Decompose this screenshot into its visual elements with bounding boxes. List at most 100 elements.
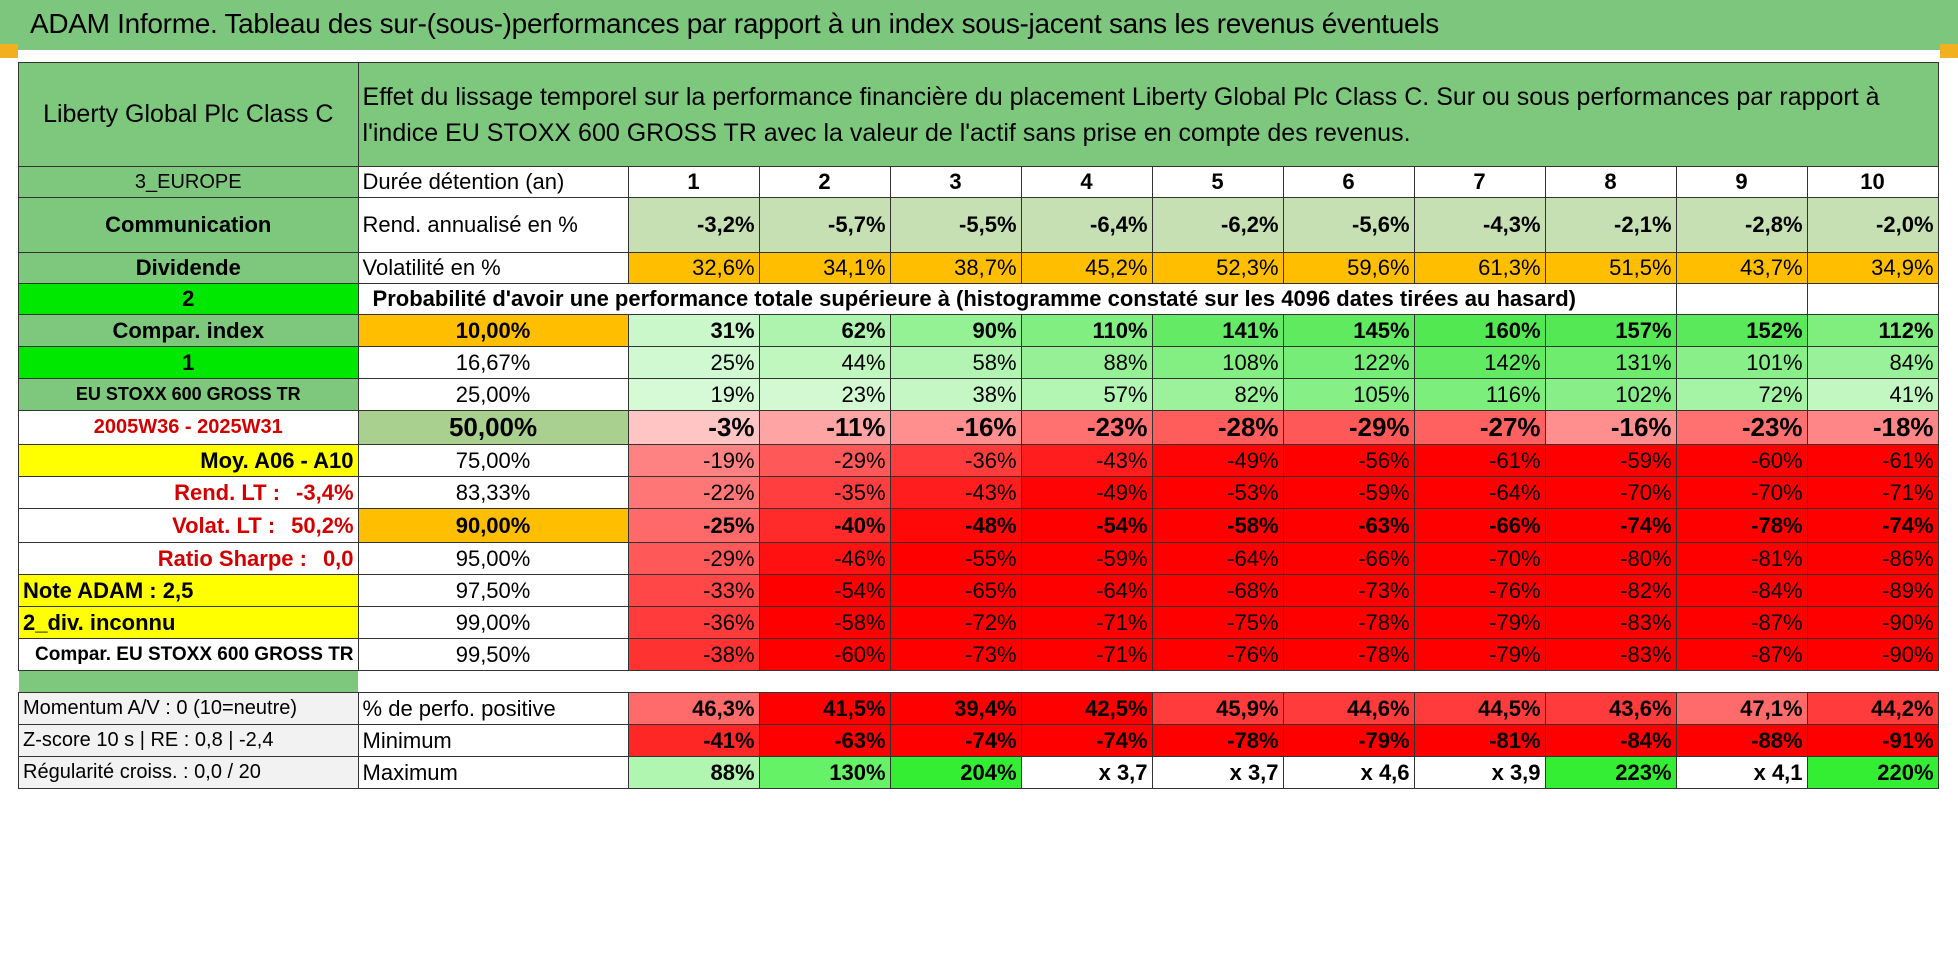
pos-label: % de perfo. positive: [357, 692, 629, 725]
percentile-cell: 110%: [1020, 314, 1153, 347]
percentile-cell: -23%: [1675, 410, 1808, 445]
metric-value: 0,0: [322, 545, 354, 571]
rend-cell: -3,2%: [627, 197, 760, 253]
vol-cell: 32,6%: [627, 252, 760, 284]
pos-cell: 44,6%: [1282, 692, 1415, 725]
moy-label: Moy. A06 - A10: [18, 444, 359, 477]
vol-cell: 59,6%: [1282, 252, 1415, 284]
year-header: 9: [1675, 166, 1808, 198]
rend-cell: -6,4%: [1020, 197, 1153, 253]
min-cell: -79%: [1282, 724, 1415, 757]
percentile-cell: -60%: [758, 638, 891, 671]
percentile-cell: 58%: [889, 346, 1022, 379]
percentile-cell: 102%: [1544, 378, 1677, 411]
percentile-cell: -70%: [1413, 542, 1546, 575]
max-cell: 88%: [627, 756, 760, 789]
vol-cell: 43,7%: [1675, 252, 1808, 284]
percentile-cell: -33%: [627, 574, 760, 607]
percentile-label: 10,00%: [357, 314, 629, 347]
rend-cell: -5,5%: [889, 197, 1022, 253]
percentile-cell: -49%: [1020, 476, 1153, 509]
separator: [18, 670, 359, 693]
dividende-label: Dividende: [18, 252, 359, 284]
spreadsheet: Liberty Global Plc Class C Effet du lissa…: [18, 62, 1940, 977]
percentile-label: 50,00%: [357, 410, 629, 445]
rank-two: 2: [18, 283, 359, 315]
rend-label: Rend. annualisé en %: [357, 197, 629, 253]
pos-cell: 46,3%: [627, 692, 760, 725]
pos-cell: 44,2%: [1806, 692, 1939, 725]
year-header: 6: [1282, 166, 1415, 198]
pos-cell: 47,1%: [1675, 692, 1808, 725]
percentile-cell: -82%: [1544, 574, 1677, 607]
zscore: Z-score 10 s | RE : 0,8 | -2,4: [18, 724, 359, 757]
percentile-cell: -71%: [1020, 606, 1153, 639]
percentile-cell: -46%: [758, 542, 891, 575]
percentile-cell: 116%: [1413, 378, 1546, 411]
regularite: Régularité croiss. : 0,0 / 20: [18, 756, 359, 789]
percentile-cell: -60%: [1675, 444, 1808, 477]
title-bar: ADAM Informe. Tableau des sur-(sous-)per…: [0, 0, 1958, 50]
percentile-cell: -76%: [1151, 638, 1284, 671]
percentile-cell: 112%: [1806, 314, 1939, 347]
max-cell: 204%: [889, 756, 1022, 789]
min-cell: -84%: [1544, 724, 1677, 757]
percentile-cell: -59%: [1544, 444, 1677, 477]
corner-marker: [0, 44, 18, 58]
report-title: ADAM Informe. Tableau des sur-(sous-)per…: [30, 8, 1439, 39]
percentile-label: 95,00%: [357, 542, 629, 575]
min-cell: -74%: [889, 724, 1022, 757]
pos-cell: 44,5%: [1413, 692, 1546, 725]
metric-label: Rend. LT :: [174, 479, 281, 505]
percentile-cell: 160%: [1413, 314, 1546, 347]
min-label: Minimum: [357, 724, 629, 757]
percentile-cell: -65%: [889, 574, 1022, 607]
percentile-cell: -29%: [758, 444, 891, 477]
percentile-cell: -68%: [1151, 574, 1284, 607]
percentile-cell: 122%: [1282, 346, 1415, 379]
metric-value: -3,4%: [296, 479, 354, 505]
period: 2005W36 - 2025W31: [18, 410, 359, 445]
percentile-cell: -43%: [889, 476, 1022, 509]
metric-label: Volat. LT :: [172, 512, 276, 538]
percentile-cell: 72%: [1675, 378, 1808, 411]
percentile-cell: -84%: [1675, 574, 1808, 607]
max-cell: 130%: [758, 756, 891, 789]
max-cell: 223%: [1544, 756, 1677, 789]
percentile-cell: -64%: [1413, 476, 1546, 509]
percentile-cell: 105%: [1282, 378, 1415, 411]
percentile-label: 99,50%: [357, 638, 629, 671]
percentile-cell: -18%: [1806, 410, 1939, 445]
percentile-cell: -55%: [889, 542, 1022, 575]
percentile-cell: -78%: [1282, 606, 1415, 639]
percentile-cell: -89%: [1806, 574, 1939, 607]
rend-cell: -2,1%: [1544, 197, 1677, 253]
percentile-cell: -56%: [1282, 444, 1415, 477]
percentile-cell: -66%: [1282, 542, 1415, 575]
corner-marker: [1940, 44, 1958, 58]
percentile-cell: 142%: [1413, 346, 1546, 379]
max-cell: x 3,7: [1151, 756, 1284, 789]
percentile-cell: -3%: [627, 410, 760, 445]
rank-one: 1: [18, 346, 359, 379]
percentile-cell: -28%: [1151, 410, 1284, 445]
percentile-cell: -73%: [889, 638, 1022, 671]
percentile-label: 75,00%: [357, 444, 629, 477]
percentile-label: 90,00%: [357, 508, 629, 543]
percentile-cell: 90%: [889, 314, 1022, 347]
year-header: 2: [758, 166, 891, 198]
volat-lt: Volat. LT : 50,2%: [18, 508, 359, 543]
min-cell: -91%: [1806, 724, 1939, 757]
percentile-cell: -80%: [1544, 542, 1677, 575]
percentile-cell: -43%: [1020, 444, 1153, 477]
percentile-cell: -64%: [1020, 574, 1153, 607]
percentile-label: 16,67%: [357, 346, 629, 379]
percentile-label: 97,50%: [357, 574, 629, 607]
region: 3_EUROPE: [18, 166, 359, 198]
vol-cell: 52,3%: [1151, 252, 1284, 284]
percentile-cell: -76%: [1413, 574, 1546, 607]
vol-cell: 34,9%: [1806, 252, 1939, 284]
percentile-label: 83,33%: [357, 476, 629, 509]
percentile-cell: 41%: [1806, 378, 1939, 411]
pos-cell: 45,9%: [1151, 692, 1284, 725]
